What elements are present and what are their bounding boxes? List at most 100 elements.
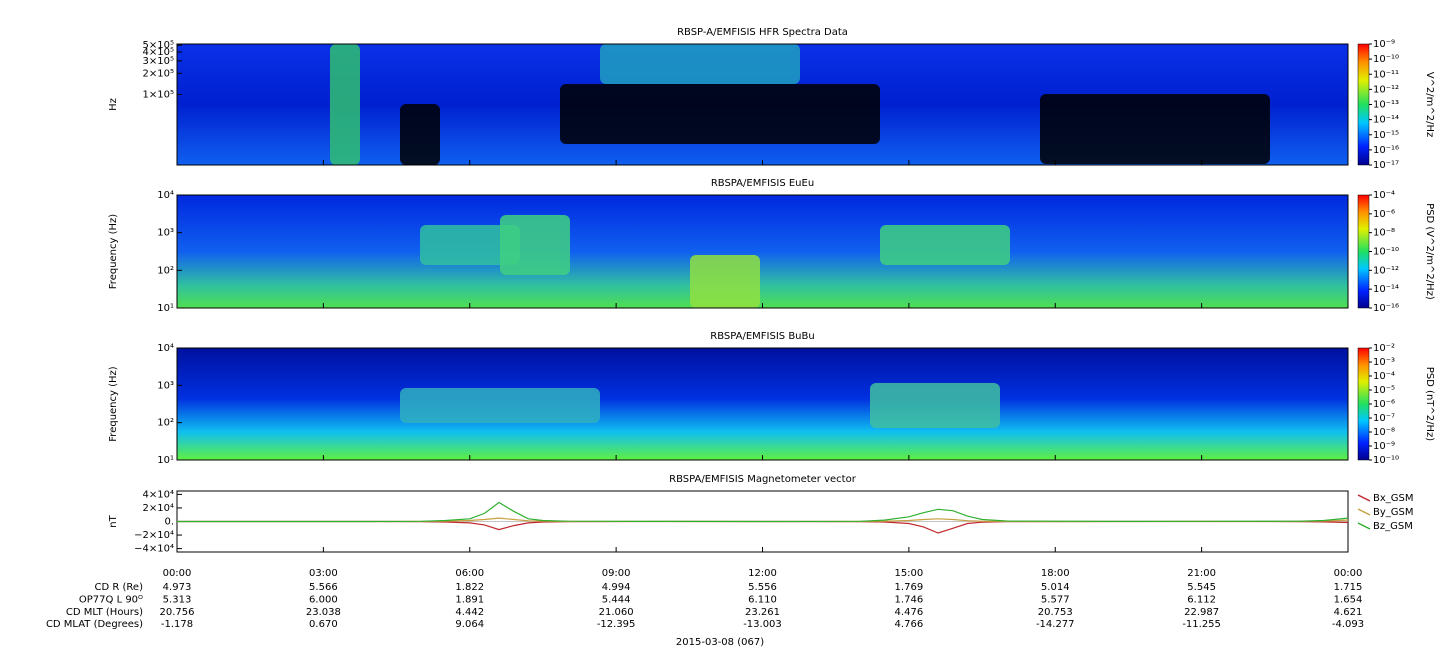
ephemeris-value: 22.987 — [1184, 607, 1219, 618]
panel-title: RBSP-A/EMFISIS HFR Spectra Data — [677, 27, 848, 38]
ephemeris-value: 5.014 — [1041, 582, 1070, 593]
colorbar-tick-label: 10⁻⁴ — [1373, 190, 1395, 201]
y-tick-label: 10² — [157, 418, 174, 429]
ephemeris-value: 6.110 — [748, 594, 777, 605]
spectrogram-feature — [600, 44, 800, 84]
y-tick-label: 10³ — [157, 380, 174, 391]
x-tick-label: 00:00 — [163, 568, 192, 579]
colorbar-tick-label: 10⁻¹⁴ — [1373, 115, 1399, 126]
colorbar-tick-label: 10⁻¹² — [1373, 84, 1399, 95]
series-line — [177, 520, 1349, 534]
spectrogram-feature — [690, 255, 760, 308]
y-tick-label: 5×10⁵ — [143, 40, 174, 51]
x-tick-label: 00:00 — [1334, 568, 1363, 579]
date-label: 2015-03-08 (067) — [676, 637, 764, 648]
ephemeris-value: -13.003 — [743, 619, 782, 630]
colorbar-tick-label: 10⁻¹⁵ — [1373, 130, 1399, 141]
x-tick-label: 21:00 — [1187, 568, 1216, 579]
y-tick-label: 2×10⁵ — [143, 68, 174, 79]
ephemeris-value: -4.093 — [1332, 619, 1364, 630]
ephemeris-value: 6.000 — [309, 594, 338, 605]
ephemeris-value: 23.038 — [306, 607, 341, 618]
colorbar-tick-label: 10⁻¹⁷ — [1373, 160, 1399, 171]
colorbar-tick-label: 10⁻¹¹ — [1373, 69, 1399, 80]
colorbar-tick-label: 10⁻¹⁴ — [1373, 284, 1399, 295]
y-tick-label: 4×10⁵ — [143, 47, 174, 58]
ephemeris-value: 20.756 — [160, 607, 195, 618]
colorbar-tick-label: 10⁻¹⁶ — [1373, 145, 1399, 156]
ephemeris-value: 5.313 — [163, 594, 192, 605]
spectrogram-image — [177, 195, 1348, 308]
colorbar-tick-label: 10⁻¹⁰ — [1373, 455, 1399, 466]
colorbar-tick-label: 10⁻⁹ — [1373, 39, 1395, 50]
spectrogram-feature — [400, 104, 440, 165]
colorbar-tick-label: 10⁻¹³ — [1373, 100, 1399, 111]
spectrogram-feature — [870, 383, 1000, 428]
y-tick-label: 1×10⁵ — [143, 89, 174, 100]
colorbar-tick-label: 10⁻⁶ — [1373, 399, 1395, 410]
colorbar-tick-label: 10⁻¹⁰ — [1373, 247, 1399, 258]
y-tick-label: 2×10⁴ — [143, 503, 174, 514]
ephemeris-value: 1.746 — [895, 594, 924, 605]
ephemeris-value: 5.545 — [1187, 582, 1216, 593]
colorbar — [1357, 43, 1370, 166]
panel-title: RBSPA/EMFISIS EuEu — [711, 178, 814, 189]
spectrogram-feature — [330, 44, 360, 165]
ephemeris-value: 9.064 — [455, 619, 484, 630]
colorbar-label: PSD (V^2/m^2/Hz) — [1424, 203, 1435, 300]
ephemeris-value: 21.060 — [599, 607, 634, 618]
ephemeris-value: 5.444 — [602, 594, 631, 605]
x-tick-label: 03:00 — [309, 568, 338, 579]
y-axis-label: nT — [108, 514, 119, 527]
x-tick-label: 06:00 — [455, 568, 484, 579]
ephemeris-value: 20.753 — [1038, 607, 1073, 618]
legend-label: Bx_GSM — [1373, 493, 1414, 504]
y-axis-label: Frequency (Hz) — [108, 214, 119, 290]
ephemeris-value: 4.621 — [1334, 607, 1363, 618]
y-axis-label: Frequency (Hz) — [108, 366, 119, 442]
ephemeris-value: 0.670 — [309, 619, 338, 630]
ephemeris-value: 5.556 — [748, 582, 777, 593]
colorbar-tick-label: 10⁻⁸ — [1373, 228, 1395, 239]
ephemeris-value: 5.566 — [309, 582, 338, 593]
panel-title: RBSPA/EMFISIS Magnetometer vector — [669, 474, 857, 485]
y-tick-label: 10⁴ — [157, 343, 174, 354]
legend-swatch — [1357, 494, 1371, 502]
y-axis-label: Hz — [108, 98, 119, 111]
x-tick-label: 09:00 — [602, 568, 631, 579]
ephemeris-value: 4.766 — [895, 619, 924, 630]
legend-swatch — [1357, 522, 1371, 530]
colorbar-tick-label: 10⁻¹⁰ — [1373, 54, 1399, 65]
colorbar-label: V^2/m^2/Hz — [1424, 72, 1435, 138]
spectrogram-feature — [1040, 94, 1270, 164]
spectrogram-feature — [420, 225, 520, 265]
ephemeris-value: 4.442 — [455, 607, 484, 618]
ephemeris-value: 6.112 — [1187, 594, 1216, 605]
ephemeris-value: 23.261 — [745, 607, 780, 618]
ephemeris-label: CD R (Re) — [95, 582, 144, 593]
x-tick-label: 18:00 — [1041, 568, 1070, 579]
y-tick-label: −2×10⁴ — [134, 530, 174, 541]
legend-label: By_GSM — [1373, 507, 1414, 518]
colorbar-tick-label: 10⁻⁶ — [1373, 209, 1395, 220]
y-tick-label: 3×10⁵ — [143, 56, 174, 67]
ephemeris-value: -11.255 — [1182, 619, 1221, 630]
panel-title: RBSPA/EMFISIS BuBu — [710, 331, 814, 342]
y-tick-label: −4×10⁴ — [134, 544, 174, 555]
spectrogram-feature — [500, 215, 570, 275]
spectrogram-feature — [400, 388, 600, 423]
ephemeris-label: CD MLT (Hours) — [66, 607, 143, 618]
ephemeris-value: 4.476 — [895, 607, 924, 618]
colorbar-tick-label: 10⁻² — [1373, 343, 1395, 354]
colorbar-tick-label: 10⁻¹² — [1373, 265, 1399, 276]
colorbar — [1357, 194, 1370, 309]
colorbar-tick-label: 10⁻⁷ — [1373, 413, 1395, 424]
ephemeris-value: 5.577 — [1041, 594, 1070, 605]
ephemeris-value: -14.277 — [1036, 619, 1075, 630]
y-tick-label: 4×10⁴ — [143, 489, 174, 500]
y-tick-label: 10¹ — [157, 455, 174, 466]
legend-swatch — [1357, 508, 1371, 516]
ephemeris-value: 1.715 — [1334, 582, 1363, 593]
colorbar-tick-label: 10⁻³ — [1373, 357, 1395, 368]
